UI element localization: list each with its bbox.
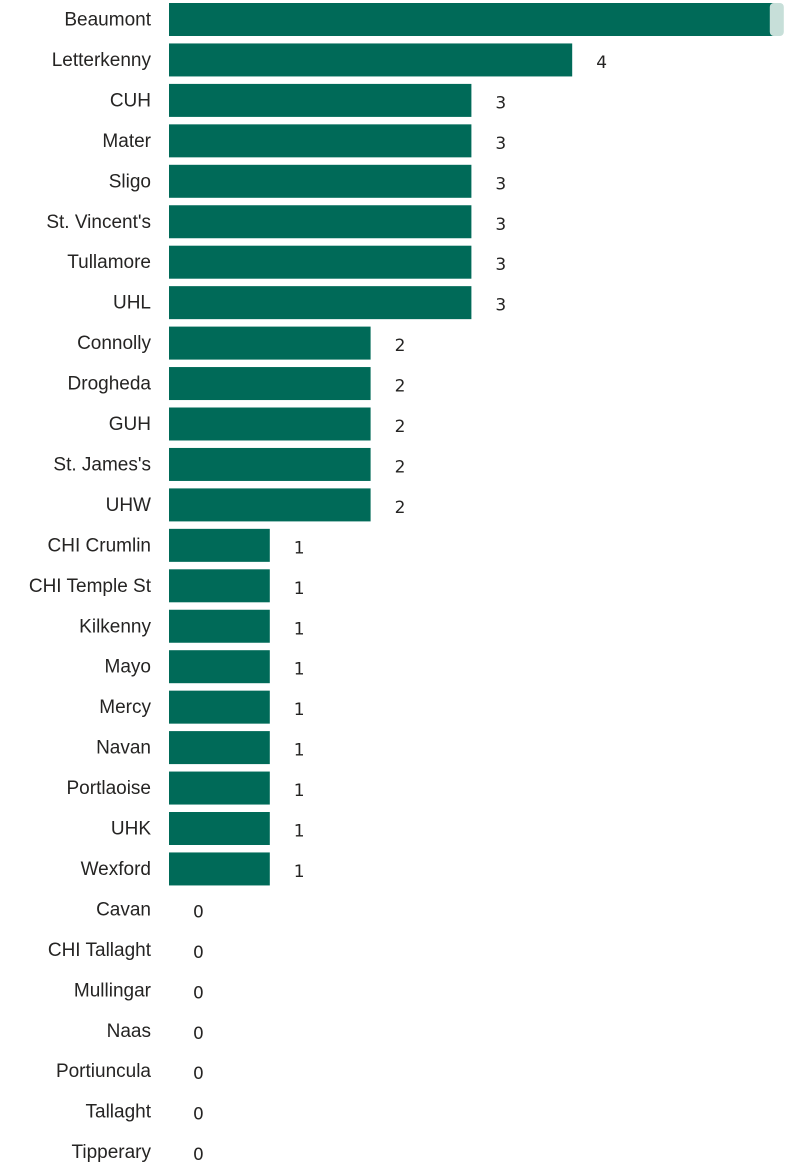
- bar-letterkenny[interactable]: [169, 43, 573, 77]
- value-label-portiuncula: 0: [193, 1064, 204, 1084]
- bar-connolly[interactable]: [169, 326, 371, 360]
- category-label-tipperary: Tipperary: [71, 1142, 151, 1163]
- value-label-drogheda: 2: [395, 377, 406, 397]
- value-label-guh: 2: [395, 417, 406, 437]
- value-label-mayo: 1: [294, 660, 305, 680]
- value-label-naas: 0: [193, 1024, 204, 1044]
- bar-beaumont[interactable]: [169, 3, 774, 36]
- category-label-mercy: Mercy: [99, 697, 151, 718]
- value-label-connolly: 2: [395, 336, 406, 356]
- value-label-letterkenny: 4: [596, 53, 607, 73]
- category-label-wexford: Wexford: [81, 859, 151, 880]
- category-label-uhw: UHW: [106, 495, 151, 516]
- category-label-cuh: CUH: [110, 90, 151, 111]
- bar-cuh[interactable]: [169, 83, 472, 117]
- bar-tullamore[interactable]: [169, 245, 472, 279]
- value-label-sligo: 3: [495, 174, 506, 194]
- value-label-st-vincent-s: 3: [495, 215, 506, 235]
- category-label-cavan: Cavan: [96, 899, 151, 920]
- bar-portlaoise[interactable]: [169, 771, 270, 805]
- value-label-chi-temple-st: 1: [294, 579, 305, 599]
- value-label-mater: 3: [495, 134, 506, 154]
- bar-sligo[interactable]: [169, 164, 472, 198]
- value-label-tallaght: 0: [193, 1105, 204, 1125]
- category-label-uhl: UHL: [113, 293, 151, 314]
- category-label-tullamore: Tullamore: [67, 252, 151, 273]
- value-label-tipperary: 0: [193, 1145, 204, 1165]
- category-labels-group: Beaumont Letterkenny CUH Mater Sligo St. Vinc…: [29, 10, 152, 1164]
- category-label-chi-temple-st: CHI Temple St: [29, 576, 152, 597]
- value-label-tullamore: 3: [495, 255, 506, 275]
- bar-st-vincent-s[interactable]: [169, 205, 472, 239]
- category-label-drogheda: Drogheda: [68, 374, 152, 395]
- category-label-mayo: Mayo: [105, 657, 151, 678]
- bar-wexford[interactable]: [169, 852, 270, 886]
- category-label-naas: Naas: [107, 1021, 151, 1042]
- category-label-uhk: UHK: [111, 819, 151, 840]
- bar-drogheda[interactable]: [169, 367, 371, 401]
- bar-mater[interactable]: [169, 124, 472, 158]
- value-label-uhl: 3: [495, 296, 506, 316]
- value-labels-group: 64333333222221111111110000000: [193, 53, 607, 1165]
- category-label-navan: Navan: [96, 738, 151, 759]
- value-label-cavan: 0: [193, 902, 204, 922]
- bar-uhl[interactable]: [169, 286, 472, 320]
- value-label-navan: 1: [294, 741, 305, 761]
- bar-mayo[interactable]: [169, 650, 270, 684]
- category-label-guh: GUH: [109, 414, 151, 435]
- bar-guh[interactable]: [169, 407, 371, 441]
- category-label-chi-tallaght: CHI Tallaght: [48, 940, 152, 961]
- value-label-chi-tallaght: 0: [193, 943, 204, 963]
- value-label-mullingar: 0: [193, 983, 204, 1003]
- bar-chi-temple-st[interactable]: [169, 569, 270, 603]
- value-label-kilkenny: 1: [294, 619, 305, 639]
- value-label-cuh: 3: [495, 93, 506, 113]
- bar-navan[interactable]: [169, 731, 270, 765]
- bar-uhk[interactable]: [169, 812, 270, 845]
- category-label-mullingar: Mullingar: [74, 980, 152, 1001]
- value-label-wexford: 1: [294, 862, 305, 882]
- category-label-sligo: Sligo: [109, 171, 151, 192]
- bar-mercy[interactable]: [169, 690, 270, 724]
- category-label-letterkenny: Letterkenny: [52, 50, 152, 71]
- value-label-uhk: 1: [294, 822, 305, 842]
- bar-kilkenny[interactable]: [169, 609, 270, 643]
- value-label-st-james-s: 2: [395, 457, 406, 477]
- category-label-tallaght: Tallaght: [86, 1102, 152, 1123]
- category-label-portiuncula: Portiuncula: [56, 1061, 151, 1082]
- bar-st-james-s[interactable]: [169, 447, 371, 481]
- value-label-chi-crumlin: 1: [294, 538, 305, 558]
- value-label-portlaoise: 1: [294, 781, 305, 801]
- value-label-uhw: 2: [395, 498, 406, 518]
- bar-highlight-beaumont: [769, 3, 784, 36]
- category-label-chi-crumlin: CHI Crumlin: [48, 535, 151, 556]
- category-label-st-vincent-s: St. Vincent's: [46, 212, 151, 233]
- category-label-portlaoise: Portlaoise: [67, 778, 152, 799]
- category-label-mater: Mater: [102, 131, 151, 152]
- bar-chi-crumlin[interactable]: [169, 528, 270, 562]
- value-label-mercy: 1: [294, 700, 305, 720]
- category-label-connolly: Connolly: [77, 333, 151, 354]
- bar-uhw[interactable]: [169, 488, 371, 522]
- category-label-beaumont: Beaumont: [64, 10, 151, 31]
- category-label-kilkenny: Kilkenny: [79, 616, 151, 637]
- bars-group: [169, 3, 784, 886]
- category-label-st-james-s: St. James's: [53, 454, 151, 475]
